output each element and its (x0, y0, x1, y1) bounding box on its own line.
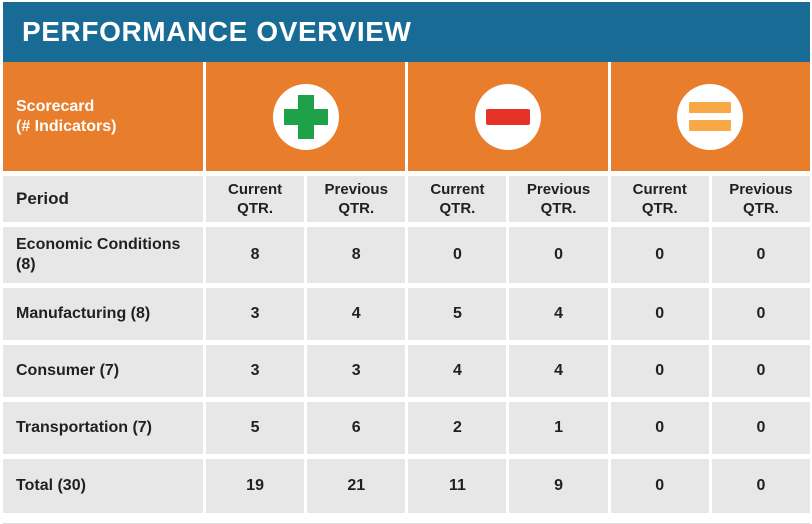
minus-icon (474, 83, 541, 150)
unchanged-group-header (610, 62, 810, 171)
table-cell: 0 (711, 288, 810, 340)
equals-icon (677, 83, 744, 150)
table-cell: 0 (408, 227, 507, 283)
row-label-manufacturing: Manufacturing (8) (3, 288, 203, 340)
table-cell: 4 (307, 288, 406, 340)
table-cell: 4 (408, 345, 507, 397)
col-header-equals-previous: Previous QTR. (711, 176, 810, 222)
table-cell: 0 (610, 288, 709, 340)
row-label-consumer: Consumer (7) (3, 345, 203, 397)
table-cell: 21 (307, 459, 406, 513)
scorecard-label-line1: Scorecard (16, 97, 95, 115)
table-cell: 0 (610, 227, 709, 283)
row-label-transportation: Transportation (7) (3, 402, 203, 454)
col-header-minus-current: Current QTR. (408, 176, 507, 222)
table-cell: 0 (610, 402, 709, 454)
table-cell: 2 (408, 402, 507, 454)
table-cell: 0 (610, 459, 709, 513)
scorecard-label-line2: (# Indicators) (16, 117, 117, 135)
positive-group-header (206, 62, 406, 171)
table-cell: 5 (408, 288, 507, 340)
row-label-total: Total (30) (3, 459, 203, 513)
table-cell: 0 (610, 345, 709, 397)
table-cell: 9 (509, 459, 608, 513)
table-cell: 19 (206, 459, 305, 513)
col-header-label: Current QTR. (632, 181, 687, 217)
plus-icon (272, 83, 339, 150)
table-cell: 3 (307, 345, 406, 397)
col-header-minus-previous: Previous QTR. (509, 176, 608, 222)
table-cell: 0 (711, 459, 810, 513)
table-cell: 3 (206, 345, 305, 397)
table-cell: 0 (711, 402, 810, 454)
scorecard-table: Scorecard (# Indicators) Period Current … (3, 62, 810, 513)
col-header-plus-current: Current QTR. (206, 176, 305, 222)
period-header: Period (3, 176, 203, 222)
table-cell: 0 (711, 227, 810, 283)
col-header-label: Current QTR. (227, 181, 283, 217)
table-cell: 1 (509, 402, 608, 454)
row-label-economic-conditions: Economic Conditions (8) (3, 227, 203, 283)
table-cell: 6 (307, 402, 406, 454)
table-cell: 4 (509, 288, 608, 340)
table-cell: 11 (408, 459, 507, 513)
page-title: PERFORMANCE OVERVIEW (3, 2, 810, 62)
negative-group-header (408, 62, 608, 171)
col-header-label: Previous QTR. (729, 181, 793, 217)
table-cell: 8 (307, 227, 406, 283)
col-header-label: Current QTR. (430, 181, 485, 217)
scorecard-header-cell: Scorecard (# Indicators) (3, 62, 203, 171)
table-cell: 4 (509, 345, 608, 397)
col-header-equals-current: Current QTR. (610, 176, 709, 222)
table-cell: 5 (206, 402, 305, 454)
table-cell: 0 (711, 345, 810, 397)
table-cell: 3 (206, 288, 305, 340)
table-cell: 0 (509, 227, 608, 283)
table-cell: 8 (206, 227, 305, 283)
col-header-label: Previous QTR. (526, 181, 591, 217)
col-header-plus-previous: Previous QTR. (307, 176, 406, 222)
col-header-label: Previous QTR. (324, 181, 388, 217)
